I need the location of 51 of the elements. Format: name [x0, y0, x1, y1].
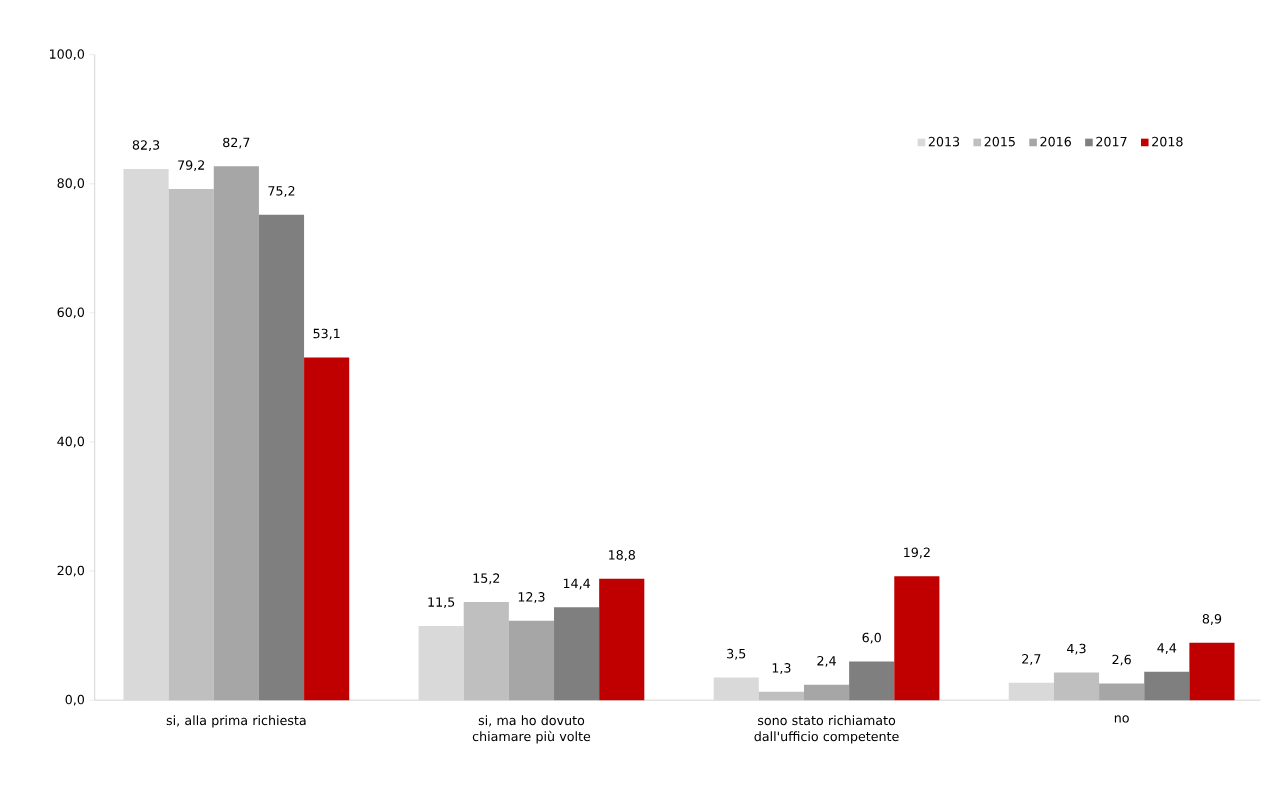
bar — [554, 607, 600, 701]
data-label: 2,6 — [1112, 654, 1131, 666]
bar — [1144, 671, 1190, 701]
bar — [168, 188, 214, 701]
data-label: 79,2 — [178, 160, 205, 172]
y-tick-label: 80,0 — [57, 178, 85, 190]
data-label: 3,5 — [727, 648, 746, 660]
data-label: 4,4 — [1157, 643, 1177, 654]
bar — [1008, 682, 1054, 701]
bar — [758, 691, 804, 701]
data-label: 14,4 — [563, 578, 590, 590]
legend-label: 2015 — [984, 136, 1015, 147]
bar — [258, 214, 305, 701]
data-label: 4,3 — [1067, 643, 1086, 655]
bar — [1189, 642, 1235, 701]
bar — [1053, 672, 1100, 701]
legend-label: 2016 — [1040, 136, 1071, 147]
data-label: 2,7 — [1022, 653, 1041, 665]
data-label: 75,2 — [268, 185, 295, 197]
x-tick-label: si, ma ho dovuto chiamare più volte — [472, 715, 591, 744]
x-tick-label: sono stato richiamato dall'ufficio competente — [754, 715, 899, 744]
data-label: 12,3 — [518, 591, 545, 603]
y-tick-label: 40,0 — [57, 436, 85, 448]
data-label: 19,2 — [904, 547, 930, 559]
y-tick-label: 20,0 — [57, 565, 85, 577]
data-label: 8,9 — [1202, 613, 1222, 625]
bar — [463, 601, 509, 701]
legend-label: 2017 — [1096, 136, 1127, 147]
legend-label: 2018 — [1152, 136, 1183, 147]
bar — [418, 625, 464, 701]
bar — [713, 677, 759, 701]
data-label: 82,7 — [223, 137, 250, 149]
data-label: 15,2 — [473, 573, 500, 585]
data-label: 11,5 — [428, 597, 455, 609]
bar — [599, 578, 645, 701]
bar — [849, 661, 895, 701]
data-label: 53,1 — [313, 328, 340, 340]
bar — [123, 168, 169, 701]
data-label: 18,8 — [609, 550, 635, 561]
y-tick-label: 100,0 — [50, 49, 85, 61]
data-label: 1,3 — [772, 662, 791, 674]
x-tick-label: no — [1114, 715, 1129, 723]
data-label: 6,0 — [862, 632, 881, 644]
bar — [894, 576, 940, 701]
data-label: 82,3 — [132, 140, 160, 151]
bar — [304, 357, 350, 701]
y-tick-label: 0,0 — [65, 694, 85, 706]
data-label: 2,4 — [817, 655, 836, 667]
legend-label: 2013 — [928, 136, 960, 147]
y-tick-label: 60,0 — [57, 307, 85, 319]
x-tick-label: si, alla prima richiesta — [166, 715, 306, 728]
